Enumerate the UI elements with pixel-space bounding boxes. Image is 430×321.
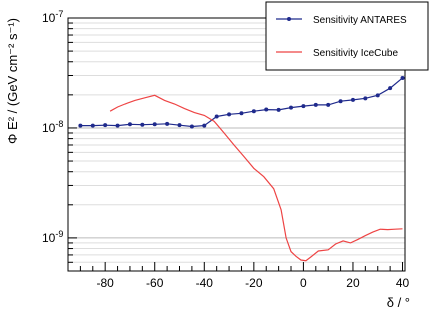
legend: Sensitivity ANTARES Sensitivity IceCube bbox=[265, 1, 429, 71]
x-tick-label: 20 bbox=[346, 276, 360, 290]
x-tick-label: 40 bbox=[396, 276, 410, 290]
tick-layer: 10-9 10-8 10-7 -80 -60 -40 -20 0 20 40 bbox=[42, 9, 410, 290]
data-point bbox=[103, 123, 108, 128]
legend-label-icecube: Sensitivity IceCube bbox=[313, 48, 398, 59]
data-point bbox=[214, 114, 219, 119]
data-point bbox=[177, 123, 182, 128]
legend-box bbox=[265, 1, 429, 71]
y-tick-label: 10-9 bbox=[42, 229, 63, 245]
series-layer bbox=[78, 75, 405, 262]
data-point bbox=[375, 93, 380, 98]
x-tick-label: -60 bbox=[146, 276, 164, 290]
y-tick-label: 10-7 bbox=[42, 9, 63, 25]
legend-label-antares: Sensitivity ANTARES bbox=[313, 15, 407, 26]
data-point bbox=[388, 86, 393, 91]
data-point bbox=[90, 123, 95, 128]
data-point bbox=[189, 124, 194, 129]
data-point bbox=[264, 107, 269, 112]
x-tick-label: -80 bbox=[96, 276, 114, 290]
x-tick-label: 0 bbox=[300, 276, 307, 290]
series-line-1 bbox=[109, 94, 403, 262]
x-tick-label: -40 bbox=[196, 276, 214, 290]
data-point bbox=[127, 122, 132, 127]
data-point bbox=[140, 122, 145, 127]
data-point bbox=[289, 105, 294, 110]
data-point bbox=[326, 102, 331, 107]
data-point bbox=[313, 102, 318, 107]
data-point bbox=[152, 122, 157, 127]
data-point bbox=[400, 75, 405, 80]
data-point bbox=[239, 111, 244, 116]
data-point bbox=[276, 107, 281, 112]
data-point bbox=[251, 109, 256, 114]
data-point bbox=[78, 123, 83, 128]
data-point bbox=[338, 99, 343, 104]
x-axis-label: δ / ° bbox=[387, 295, 410, 310]
data-point bbox=[301, 104, 306, 109]
legend-marker-antares bbox=[287, 17, 291, 21]
x-tick-label: -20 bbox=[245, 276, 263, 290]
data-point bbox=[115, 123, 120, 128]
data-point bbox=[363, 96, 368, 101]
data-point bbox=[350, 97, 355, 102]
data-point bbox=[227, 112, 232, 117]
data-point bbox=[165, 121, 170, 126]
y-axis-label: Φ E² / (GeV cm⁻² s⁻¹) bbox=[5, 18, 20, 144]
data-point bbox=[202, 123, 207, 128]
y-tick-label: 10-8 bbox=[42, 119, 63, 135]
